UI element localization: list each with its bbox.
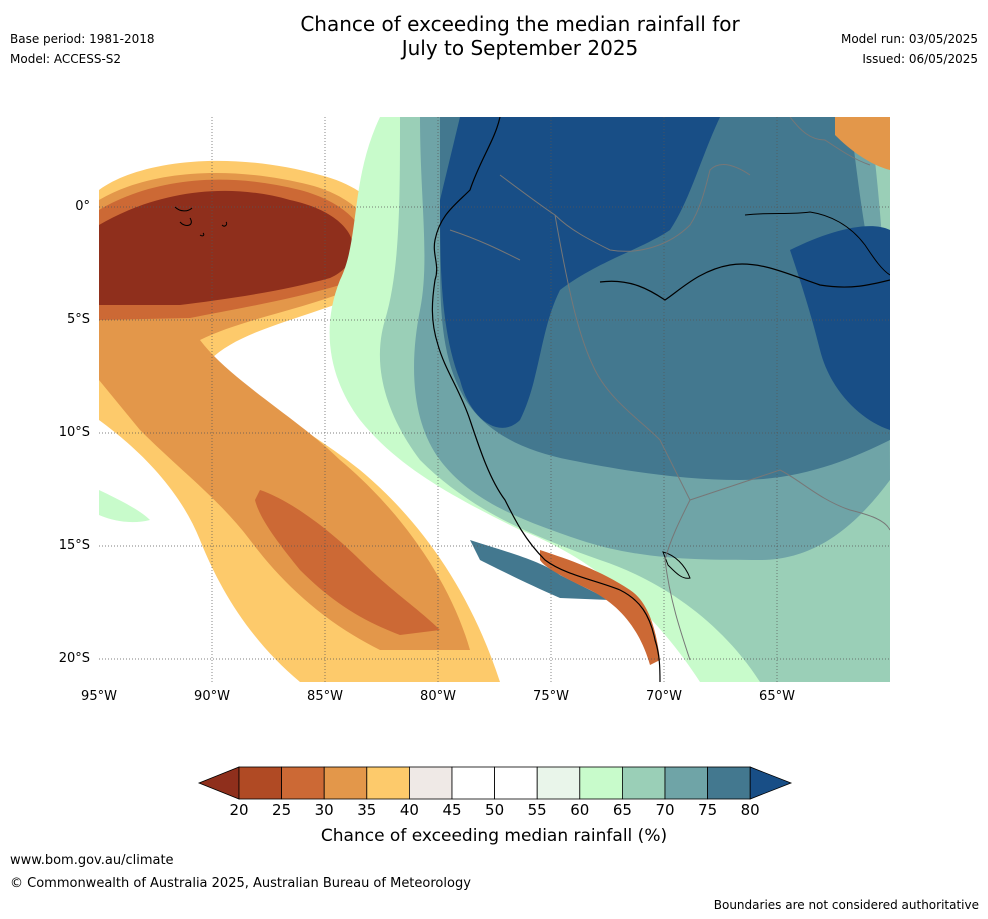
lon-label-90w: 90°W xyxy=(194,689,230,704)
amazon-tributary xyxy=(744,211,890,276)
shade-dry-top-right xyxy=(835,117,890,170)
model-name: Model: ACCESS-S2 xyxy=(10,52,122,66)
colorbar-title: Chance of exceeding median rainfall (%) xyxy=(320,826,668,846)
coastline xyxy=(431,117,661,682)
shade-dry-coast xyxy=(540,550,660,665)
colorbar-segment xyxy=(664,766,708,800)
footer-url[interactable]: www.bom.gov.au/climate xyxy=(10,853,174,868)
lon-label-95w: 95°W xyxy=(81,689,117,704)
colorbar-tick-label: 20 xyxy=(229,801,249,819)
map-plot xyxy=(99,117,890,682)
lat-label-5s: 5°S xyxy=(66,312,90,327)
issued-date: Issued: 06/05/2025 xyxy=(862,52,978,66)
metadata-left: Base period: 1981-2018 Model: ACCESS-S2 xyxy=(10,29,155,69)
colorbar-tick-label: 65 xyxy=(612,801,632,819)
model-run-date: Model run: 03/05/2025 xyxy=(840,32,978,46)
lon-label-75w: 75°W xyxy=(533,689,569,704)
colorbar-segment xyxy=(323,766,368,800)
colorbar-segment xyxy=(536,766,581,800)
colorbar-segment xyxy=(408,766,453,800)
colorbar-segment xyxy=(579,766,623,800)
lon-label-85w: 85°W xyxy=(307,689,343,704)
country-borders xyxy=(449,117,890,661)
shade-dry-25-south xyxy=(255,490,440,635)
colorbar-segment xyxy=(281,766,325,800)
lat-label-0: 0° xyxy=(75,199,90,214)
colorbar-segment xyxy=(366,766,410,800)
colorbar-segment xyxy=(622,766,666,800)
colorbar-tick-label: 45 xyxy=(442,801,462,819)
footer-copyright: © Commonwealth of Australia 2025, Austra… xyxy=(10,876,471,891)
title-line-1: Chance of exceeding the median rainfall … xyxy=(300,12,740,36)
shade-wet-60-island xyxy=(99,490,150,523)
lon-label-70w: 70°W xyxy=(646,689,682,704)
lon-label-80w: 80°W xyxy=(420,689,456,704)
shade-dry-20 xyxy=(99,190,354,305)
amazon-river xyxy=(599,263,890,301)
lat-label-15s: 15°S xyxy=(58,538,90,553)
shade-wet-80 xyxy=(440,117,720,428)
map-title: Chance of exceeding the median rainfall … xyxy=(230,12,810,60)
graticule xyxy=(99,117,890,682)
title-line-2: July to September 2025 xyxy=(401,36,639,60)
colorbar-tick-label: 75 xyxy=(698,801,718,819)
colorbar-arrow-high xyxy=(749,766,793,800)
shade-wet-80-east xyxy=(790,226,890,430)
footer-disclaimer: Boundaries are not considered authoritat… xyxy=(713,898,979,912)
colorbar-tick-label: 50 xyxy=(485,801,505,819)
colorbar-tick-label: 70 xyxy=(655,801,675,819)
colorbar-tick-label: 30 xyxy=(314,801,334,819)
colorbar-tick-label: 55 xyxy=(527,801,547,819)
colorbar-tick-label: 25 xyxy=(272,801,292,819)
colorbar-arrow-low xyxy=(197,766,240,800)
lat-label-20s: 20°S xyxy=(58,651,90,666)
colorbar-tick-label: 35 xyxy=(357,801,377,819)
lat-label-10s: 10°S xyxy=(58,425,90,440)
lake-titicaca xyxy=(662,551,691,579)
shade-wet-75-coast xyxy=(470,540,610,600)
colorbar-segment xyxy=(494,766,538,800)
lon-label-65w: 65°W xyxy=(759,689,795,704)
colorbar-tick-label: 60 xyxy=(570,801,590,819)
colorbar-segment xyxy=(707,766,751,800)
base-period: Base period: 1981-2018 xyxy=(10,32,155,46)
colorbar xyxy=(197,766,793,800)
colorbar-segment xyxy=(451,766,495,800)
colorbar-tick-label: 40 xyxy=(399,801,419,819)
metadata-right: Model run: 03/05/2025 Issued: 06/05/2025 xyxy=(841,29,978,69)
colorbar-tick-label: 80 xyxy=(740,801,760,819)
galapagos-islands xyxy=(174,206,228,237)
colorbar-segment xyxy=(238,766,282,800)
